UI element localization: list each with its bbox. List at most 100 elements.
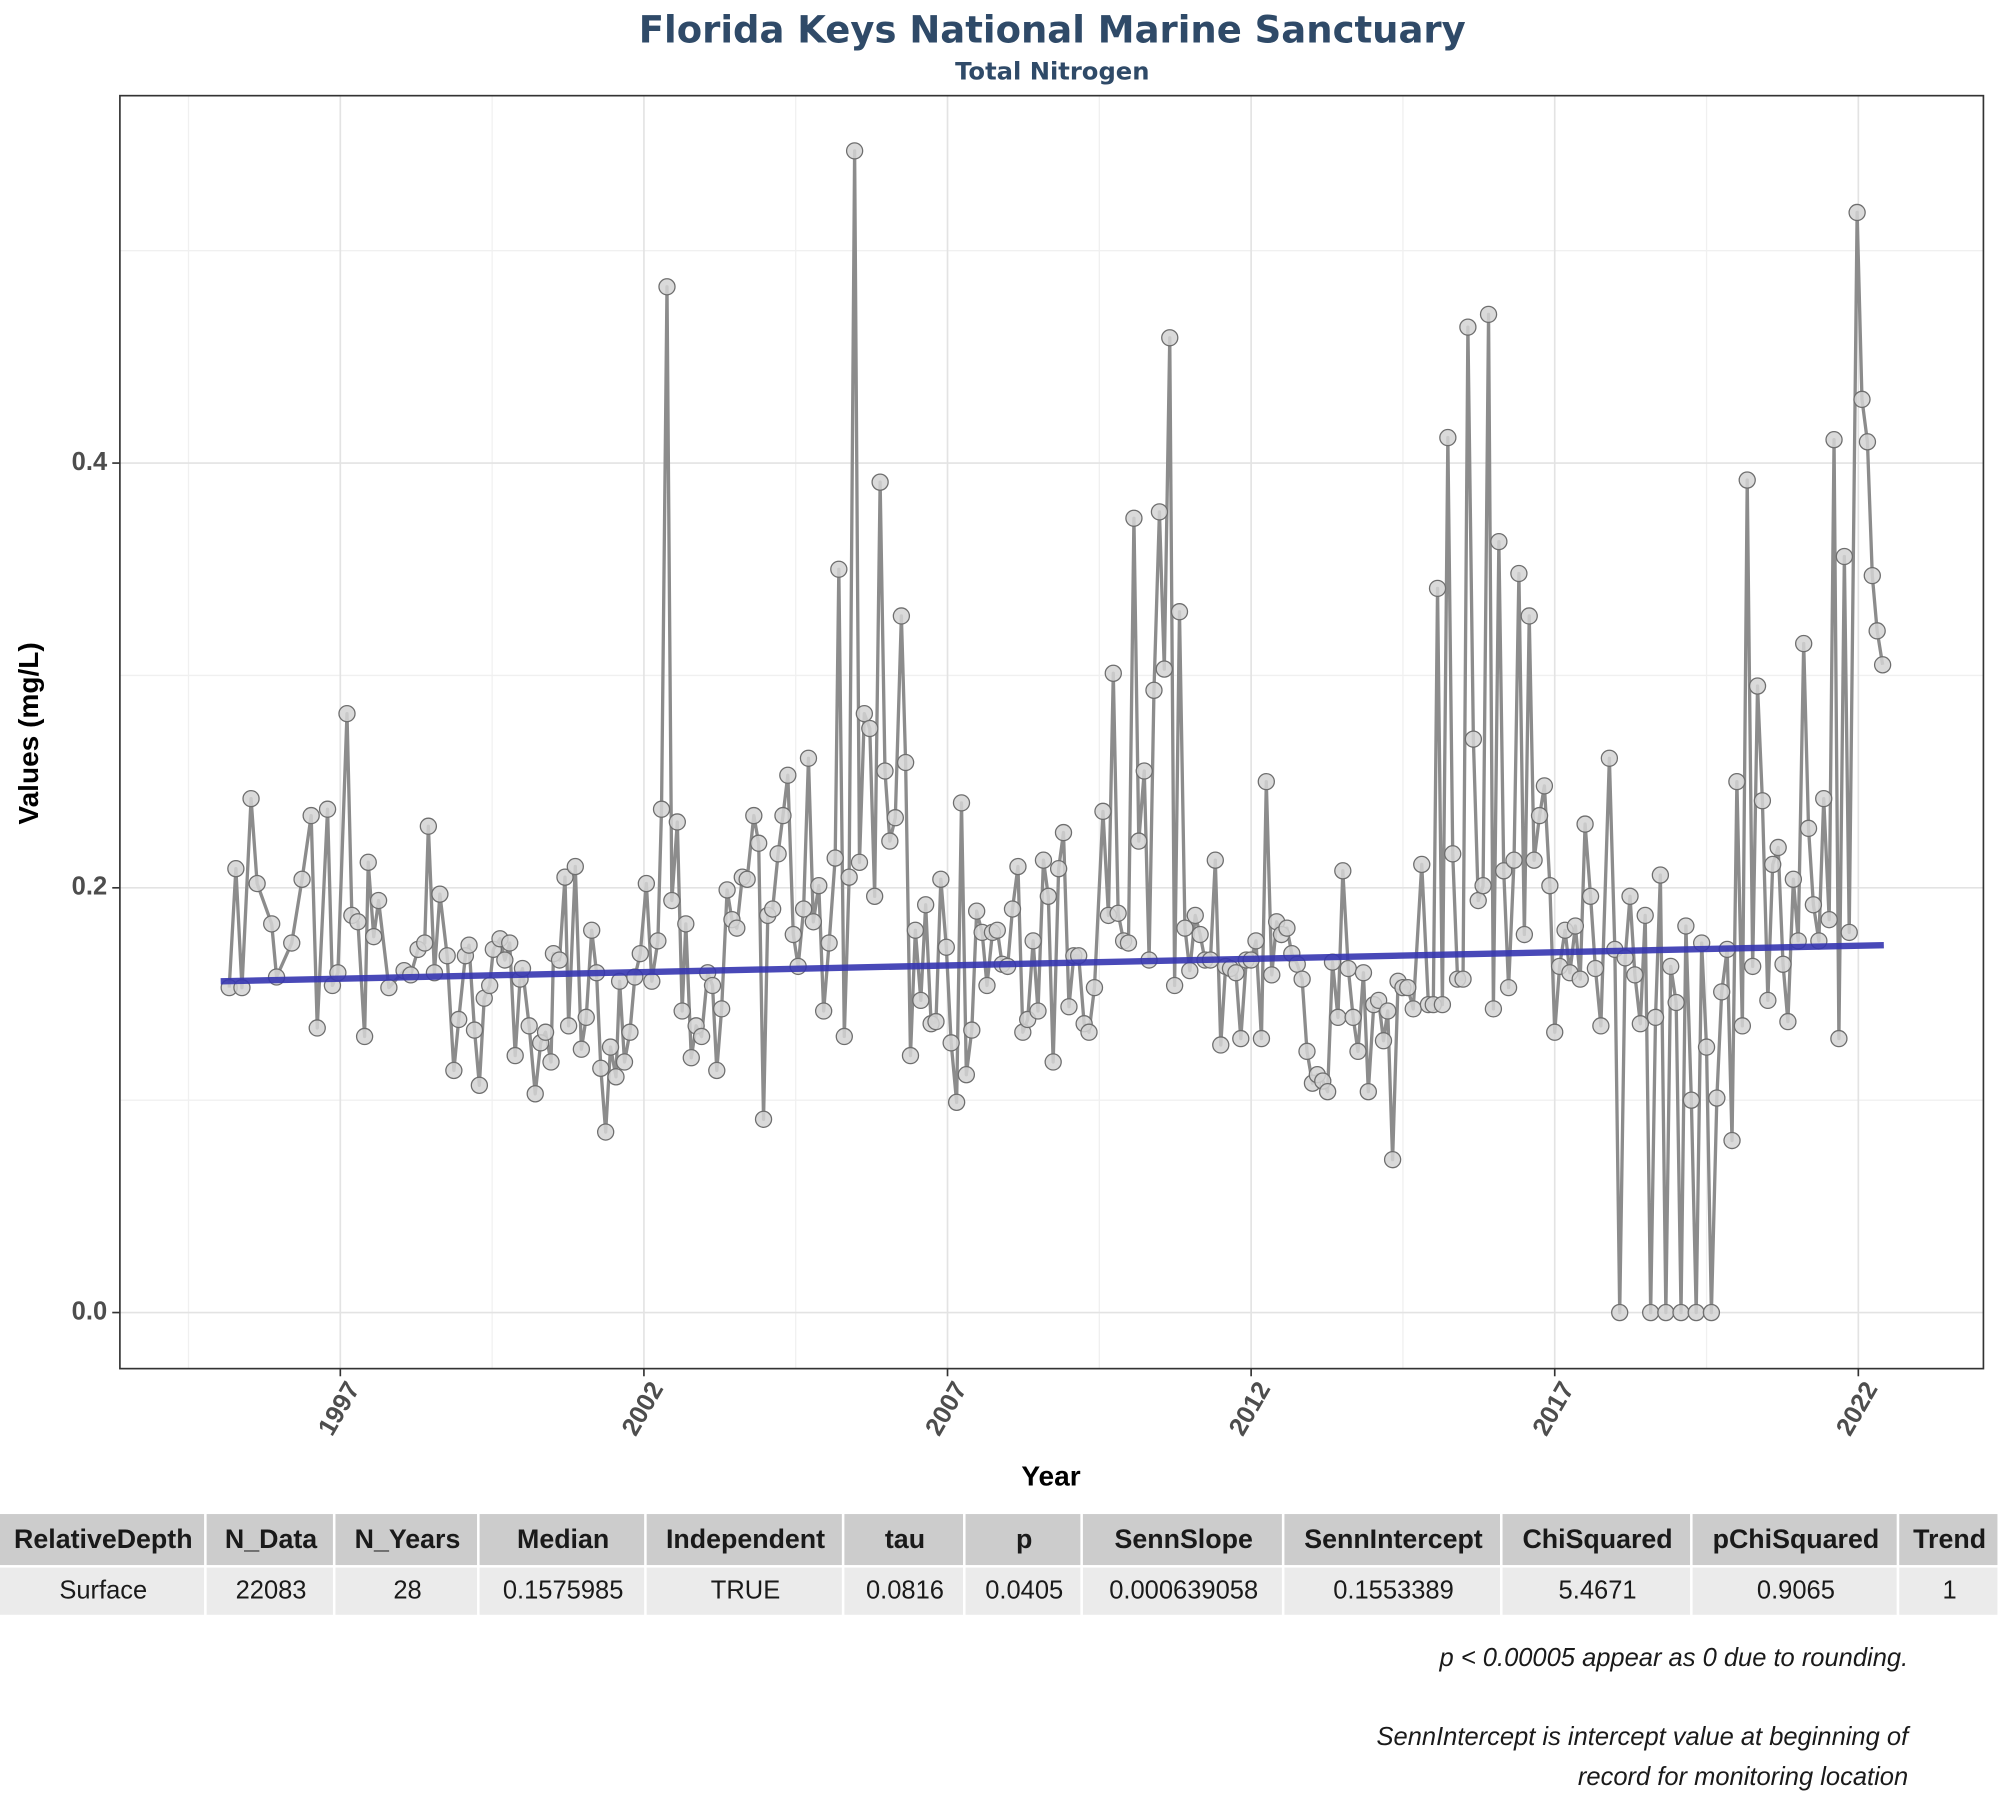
data-point	[750, 834, 768, 852]
data-point	[501, 934, 519, 952]
data-point	[774, 806, 792, 825]
data-point	[957, 1066, 976, 1084]
data-point	[835, 1027, 853, 1046]
data-point	[728, 919, 746, 937]
data-point	[1804, 896, 1823, 914]
data-point	[227, 860, 245, 878]
data-point	[1469, 891, 1487, 910]
table-header-cell	[1899, 1514, 1998, 1566]
data-point	[1820, 910, 1838, 929]
data-point	[906, 921, 925, 939]
data-point	[416, 934, 434, 952]
data-point	[248, 874, 266, 893]
data-point	[871, 473, 889, 491]
data-point	[1662, 957, 1680, 976]
table-cell-text: 0.1553389	[1333, 1577, 1454, 1605]
data-point	[1349, 1042, 1367, 1061]
table-cell	[1502, 1567, 1691, 1615]
table-cell-text: 1	[1943, 1577, 1957, 1605]
data-point	[1784, 870, 1803, 888]
data-point	[1600, 749, 1619, 767]
table-cell	[1284, 1567, 1500, 1615]
data-point	[845, 142, 864, 160]
data-point	[1145, 681, 1163, 699]
data-point	[1135, 762, 1153, 780]
data-point	[892, 607, 911, 625]
data-point	[1029, 1002, 1047, 1020]
data-point	[865, 887, 884, 905]
data-point	[460, 936, 478, 954]
data-point	[1858, 433, 1877, 451]
data-point	[692, 1027, 711, 1046]
data-point	[1738, 471, 1756, 489]
data-point	[302, 806, 320, 825]
data-point	[1155, 660, 1173, 678]
data-point	[820, 934, 838, 952]
table-header-cell	[479, 1514, 645, 1566]
chart-title: Florida Keys National Marine Sanctuary	[639, 8, 1466, 51]
trend-line	[220, 941, 1884, 985]
data-point	[881, 832, 899, 850]
data-point	[1795, 634, 1813, 653]
data-point	[1379, 1002, 1397, 1020]
table-header: SennSlope	[1115, 1524, 1253, 1554]
table-cell-text: Surface	[59, 1577, 147, 1605]
data-point	[649, 932, 667, 950]
data-point	[380, 978, 398, 997]
data-point	[470, 1076, 489, 1094]
data-point	[1571, 970, 1589, 988]
table-header-cell	[965, 1514, 1081, 1566]
data-point	[1399, 978, 1417, 997]
data-point	[615, 1053, 634, 1071]
table-cell-text: TRUE	[711, 1577, 780, 1605]
data-point	[1830, 1029, 1848, 1048]
data-point	[1044, 1053, 1062, 1071]
table-cell-text: 0.000639058	[1109, 1577, 1258, 1605]
data-point	[886, 809, 904, 827]
data-point	[1530, 806, 1549, 825]
data-point	[1495, 862, 1513, 880]
data-point	[1034, 851, 1053, 869]
data-point	[718, 881, 736, 899]
data-point	[814, 1002, 833, 1020]
data-point	[988, 921, 1006, 939]
table-cell-text: 0.0405	[985, 1577, 1063, 1605]
data-point	[643, 972, 661, 990]
data-point	[1024, 932, 1042, 950]
data-point	[1252, 1029, 1271, 1048]
data-point	[1863, 566, 1881, 585]
data-point	[465, 1021, 484, 1039]
data-point	[1546, 1023, 1564, 1041]
data-point	[1454, 970, 1472, 988]
data-point	[1191, 925, 1209, 944]
data-point	[927, 1012, 945, 1031]
data-point	[536, 1023, 555, 1041]
data-point	[1339, 959, 1357, 978]
data-point	[1835, 547, 1854, 566]
table-header-cell	[206, 1514, 333, 1566]
y-tick-label: 0.4	[72, 448, 108, 476]
data-point	[1459, 318, 1477, 336]
data-point	[1165, 976, 1184, 995]
data-point	[810, 877, 828, 895]
data-point	[1525, 851, 1543, 869]
data-point	[349, 913, 367, 931]
data-point	[1840, 923, 1858, 942]
data-point	[754, 1110, 773, 1128]
data-point	[652, 800, 671, 818]
y-tick-label: 0.2	[72, 873, 107, 901]
table-header: p	[1016, 1524, 1032, 1554]
data-point	[1566, 917, 1585, 935]
data-point	[263, 915, 281, 933]
data-point	[621, 1023, 639, 1041]
data-point	[572, 1040, 591, 1058]
data-point	[1104, 664, 1122, 682]
data-point	[916, 896, 935, 914]
table-cell	[1082, 1567, 1282, 1615]
data-point	[556, 868, 574, 886]
x-tick-label: 2017	[1527, 1377, 1580, 1440]
data-point	[1247, 932, 1265, 950]
table-header: Median	[517, 1524, 609, 1554]
data-point	[1779, 1012, 1797, 1031]
